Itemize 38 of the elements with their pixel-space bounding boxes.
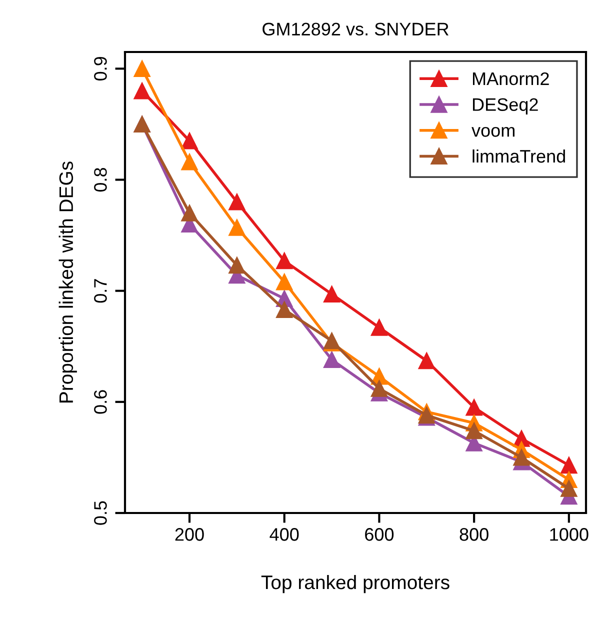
y-tick-label: 0.6 (94, 390, 107, 414)
point (181, 154, 198, 170)
point (513, 449, 530, 466)
x-tick-label: 600 (365, 528, 394, 541)
y-tick-label: 0.7 (94, 279, 107, 303)
point (228, 219, 246, 236)
x-tick-label: 800 (460, 528, 488, 541)
x-axis-title: Top ranked promoters (261, 574, 450, 594)
y-tick-label: 0.9 (94, 56, 107, 81)
point (323, 286, 340, 302)
point (323, 351, 340, 368)
point (466, 399, 482, 416)
y-tick-label: 0.5 (94, 501, 107, 525)
y-tick-label: 0.8 (94, 168, 107, 192)
point (181, 132, 198, 150)
point (418, 352, 435, 370)
point (228, 194, 246, 210)
legend-label: DESeq2 (472, 98, 538, 115)
chart-title: GM12892 vs. SNYDER (262, 22, 448, 36)
point (466, 422, 482, 440)
point (560, 480, 578, 497)
point (276, 252, 293, 270)
y-axis-title: Proportion linked with DEGs (58, 162, 77, 402)
point (228, 256, 246, 274)
x-tick-label: 1000 (550, 528, 588, 541)
point (560, 456, 578, 474)
legend-label: limmaTrend (472, 149, 565, 163)
legend-label: MAnorm2 (472, 72, 549, 86)
point (276, 274, 293, 290)
x-tick-label: 400 (270, 528, 299, 541)
point (276, 301, 293, 318)
legend-label: voom (472, 126, 514, 137)
point (134, 82, 150, 100)
point (181, 204, 198, 222)
point (370, 319, 388, 336)
x-tick-label: 200 (175, 528, 204, 541)
point (134, 60, 150, 77)
point (370, 380, 388, 397)
